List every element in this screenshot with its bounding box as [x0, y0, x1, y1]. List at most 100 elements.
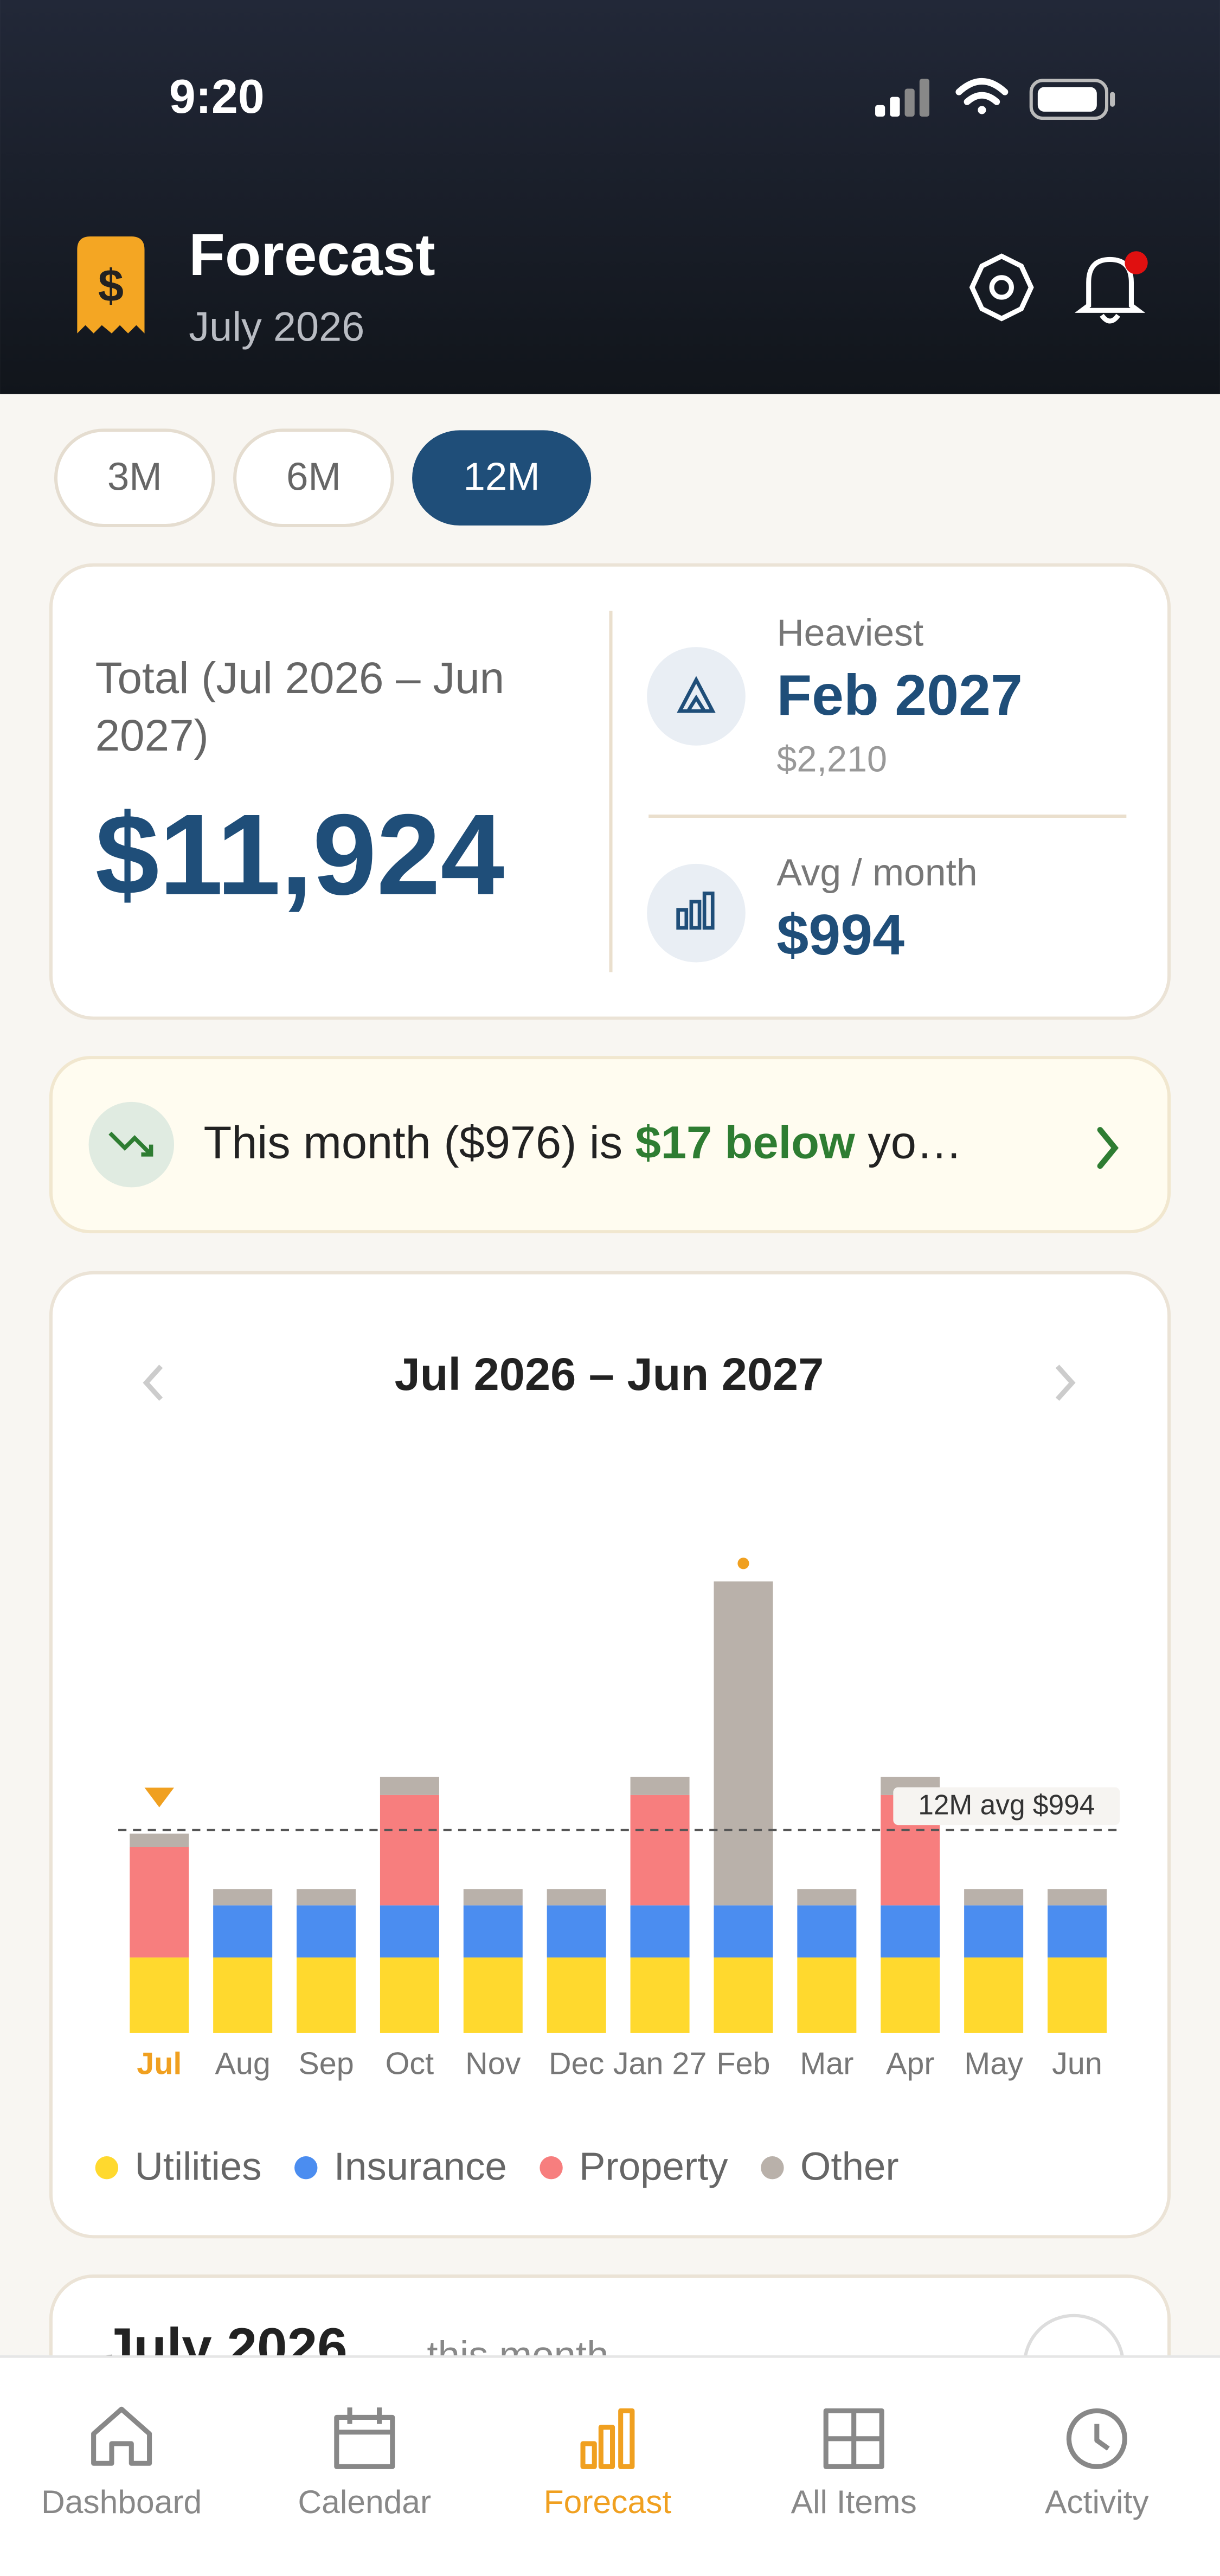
bar-segment: [380, 1795, 439, 1906]
signal-icon: [875, 79, 929, 117]
x-tick-label: Jan 27: [613, 2047, 707, 2081]
battery-icon: [1029, 79, 1115, 120]
avg-label-bg: [893, 1787, 1120, 1825]
insight-text: This month ($976) is $17 below yo…: [204, 1117, 962, 1168]
tab-label: 12M: [463, 454, 540, 498]
bar-segment: [714, 1581, 773, 1906]
heaviest-month: Feb 2027: [776, 663, 1023, 727]
nav-icon: [334, 2407, 395, 2469]
bar-segment: [463, 1957, 523, 2033]
nav-label: All Items: [791, 2483, 917, 2520]
bar-segment: [797, 1889, 857, 1906]
nav-label: Dashboard: [41, 2483, 202, 2520]
wifi-icon: [955, 78, 1009, 114]
nav-item[interactable]: Forecast: [544, 2408, 672, 2520]
page-subtitle: July 2026: [189, 304, 364, 350]
nav-label: Calendar: [298, 2483, 431, 2520]
bar-segment: [881, 1957, 940, 2033]
bar-segment: [881, 1905, 940, 1958]
avg-label: Avg / month: [776, 851, 977, 893]
tab-3m[interactable]: 3M: [54, 428, 215, 528]
x-tick-label: Sep: [298, 2047, 354, 2081]
legend-label: Property: [579, 2144, 728, 2188]
bar-segment: [630, 1905, 690, 1958]
x-tick-label: Mar: [800, 2047, 853, 2081]
bar-segment: [1048, 1905, 1107, 1958]
insight-highlight: $17 below: [635, 1117, 856, 1168]
bar-segment: [547, 1889, 606, 1906]
bar-segment: [130, 1957, 189, 2033]
total-label-box: Total (Jul 2026 – Jun 2027): [95, 653, 505, 761]
avg-amount: $994: [776, 903, 904, 967]
bar-segment: [380, 1905, 439, 1958]
x-tick-label: Aug: [215, 2047, 270, 2081]
bar-segment: [547, 1905, 606, 1958]
bar-segment: [964, 1905, 1024, 1958]
clock: 9:20: [169, 70, 265, 123]
nav-icon: [91, 2406, 152, 2466]
avg-label: 12M avg $994: [918, 1789, 1095, 1821]
x-tick-label: Oct: [386, 2047, 434, 2081]
bar-segment: [797, 1957, 857, 2033]
bar-segment: [130, 1847, 189, 1958]
tab-label: 3M: [107, 454, 162, 498]
bar-segment: [130, 1834, 189, 1847]
tab-12m[interactable]: 12M: [412, 430, 592, 526]
x-tick-label: Apr: [886, 2047, 935, 2081]
svg-text:$: $: [98, 259, 124, 311]
x-tick-label: Dec: [549, 2047, 604, 2081]
tab-label: 6M: [286, 454, 341, 498]
chart-title: Jul 2026 – Jun 2027: [395, 1348, 824, 1400]
notifications-button[interactable]: [1074, 251, 1148, 324]
bar-segment: [213, 1957, 273, 2033]
legend-label: Utilities: [134, 2144, 261, 2188]
insight-banner[interactable]: This month ($976) is $17 below yo…: [49, 1056, 1171, 1234]
legend-label: Insurance: [334, 2144, 507, 2188]
legend-swatch: [294, 2156, 318, 2180]
bar-segment: [213, 1905, 273, 1958]
nav-label: Activity: [1045, 2483, 1149, 2520]
legend-swatch: [761, 2156, 784, 2180]
bar-segment: [463, 1905, 523, 1958]
nav-item[interactable]: Activity: [1045, 2408, 1149, 2520]
bar-segment: [630, 1777, 690, 1795]
bar-segment: [964, 1957, 1024, 2033]
prev-button[interactable]: [143, 1364, 163, 1401]
bar-segment: [297, 1957, 356, 2033]
nav-item[interactable]: Dashboard: [41, 2406, 202, 2520]
bar-segment: [297, 1889, 356, 1906]
bar-segment: [380, 1957, 439, 2033]
avg-icon: [647, 863, 746, 963]
bar-segment: [630, 1957, 690, 2033]
tab-6m[interactable]: 6M: [233, 428, 394, 528]
nav-icon: [1066, 2408, 1127, 2469]
tab-bar-items: Dashboard Calendar Forecast All Items Activi…: [41, 2406, 1149, 2520]
x-tick-label: Feb: [716, 2047, 770, 2081]
x-tick-label: Jul: [137, 2047, 182, 2081]
chart-card: [49, 1271, 1171, 2239]
legend-swatch: [540, 2156, 563, 2180]
bar-segment: [964, 1889, 1024, 1906]
bar-segment: [1048, 1889, 1107, 1906]
nav-icon: [580, 2408, 635, 2469]
app-logo: $: [77, 236, 145, 334]
nav-item[interactable]: Calendar: [298, 2407, 431, 2520]
bar-segment: [380, 1777, 439, 1795]
nav-label: Forecast: [544, 2483, 672, 2520]
total-label: Total (Jul 2026 – Jun 2027): [95, 653, 505, 761]
bar-segment: [213, 1889, 273, 1906]
bar-segment: [714, 1905, 773, 1958]
nav-item[interactable]: All Items: [791, 2408, 917, 2520]
settings-button[interactable]: [969, 253, 1034, 322]
heaviest-amount: $2,210: [776, 740, 887, 780]
bar-segment: [463, 1889, 523, 1906]
bar-segment: [630, 1795, 690, 1906]
insight-before: This month ($976) is: [204, 1117, 635, 1168]
peak-icon: [647, 647, 746, 746]
nav-icon: [823, 2408, 884, 2469]
next-button[interactable]: [1055, 1364, 1076, 1401]
peak-marker: [737, 1558, 749, 1569]
bar-segment: [714, 1957, 773, 2033]
x-tick-label: Nov: [465, 2047, 521, 2081]
